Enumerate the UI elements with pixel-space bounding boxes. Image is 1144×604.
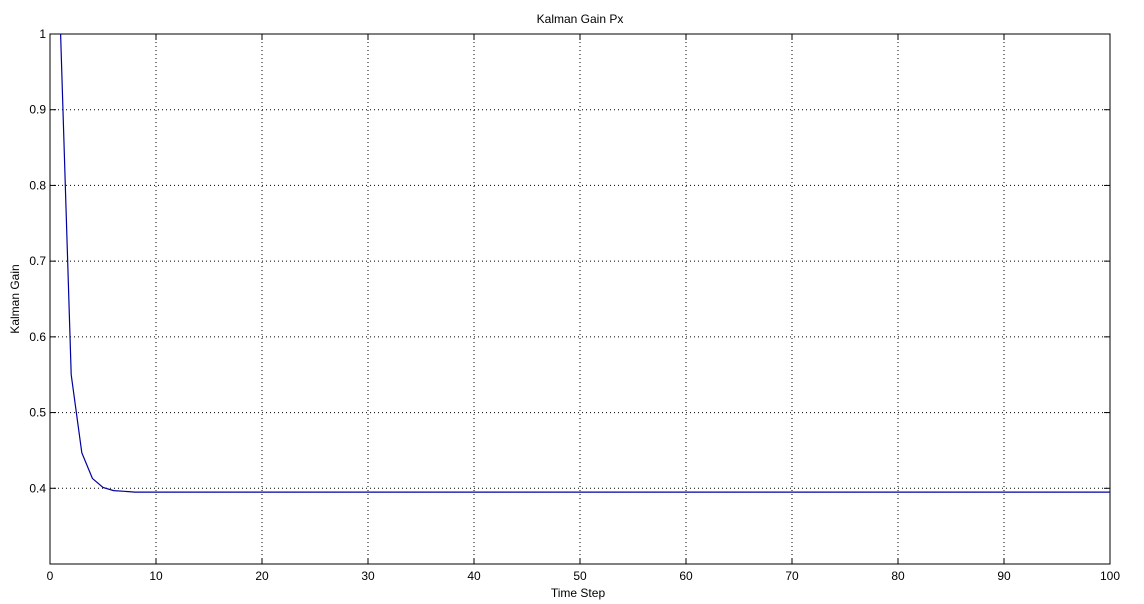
x-tick-label: 80 <box>891 569 905 583</box>
y-tick-label: 0.4 <box>29 481 46 495</box>
x-tick-label: 0 <box>47 569 54 583</box>
chart-title: Kalman Gain Px <box>537 12 624 26</box>
series-lines <box>60 33 1110 493</box>
x-tick-label: 30 <box>361 569 375 583</box>
grid-lines <box>50 34 1110 564</box>
x-tick-label: 10 <box>149 569 163 583</box>
x-tick-label: 70 <box>785 569 799 583</box>
y-tick-label: 1 <box>39 27 46 41</box>
y-axis-label: Kalman Gain <box>8 264 22 333</box>
x-tick-label: 60 <box>679 569 693 583</box>
y-tick-label: 0.8 <box>29 178 46 192</box>
x-tick-label: 90 <box>997 569 1011 583</box>
x-tick-label: 100 <box>1100 569 1120 583</box>
x-axis-label: Time Step <box>551 586 606 600</box>
x-tick-label: 40 <box>467 569 481 583</box>
x-tick-label: 20 <box>255 569 269 583</box>
y-tick-label: 0.6 <box>29 330 46 344</box>
y-tick-label: 0.7 <box>29 254 46 268</box>
x-tick-label: 50 <box>573 569 587 583</box>
axis-ticks <box>49 33 1111 564</box>
tick-labels: 0 10 20 30 40 50 60 70 80 90 100 0.4 0.5 0.6 0.7 0.8 0.9… <box>29 27 1120 583</box>
y-tick-label: 0.9 <box>29 103 46 117</box>
series-line <box>60 33 1110 493</box>
y-tick-label: 0.5 <box>29 406 46 420</box>
